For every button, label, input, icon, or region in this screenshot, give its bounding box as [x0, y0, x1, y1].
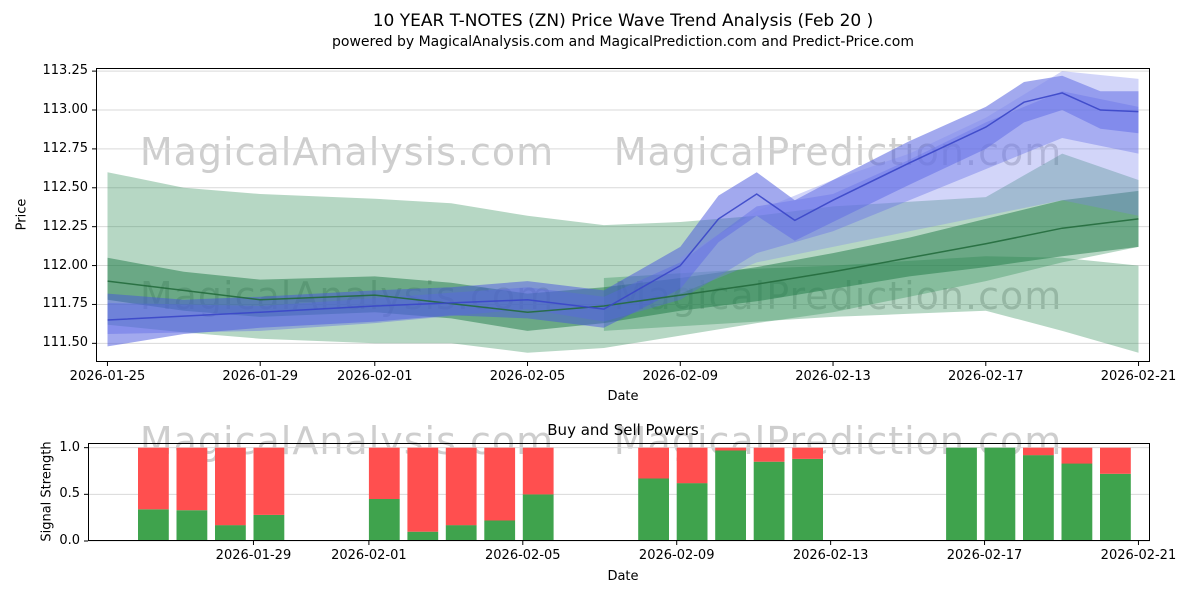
x-tick-label: 2026-01-29: [215, 548, 292, 563]
bar-sell-2026-02-04: [484, 447, 516, 521]
bar-sell-2026-02-11: [753, 447, 785, 462]
y-tick-label: 111.75: [42, 296, 89, 312]
bar-sell-2026-02-20: [1100, 447, 1131, 474]
y-tick-label: 112.25: [42, 218, 89, 234]
bar-buy-2026-02-20: [1100, 473, 1131, 541]
bar-buy-2026-02-01: [368, 499, 400, 541]
y-tick-label: 112.00: [42, 257, 89, 273]
price-y-axis-label: Price: [14, 198, 30, 231]
page-title: 10 YEAR T-NOTES (ZN) Price Wave Trend An…: [372, 11, 874, 31]
x-tick-label: 2026-02-17: [946, 548, 1023, 563]
bar-buy-2026-02-09: [676, 483, 708, 541]
trace-green-trend: [107, 218, 1139, 313]
x-tick-label: 2026-02-21: [1100, 369, 1177, 384]
y-tick-label: 112.75: [42, 140, 89, 156]
price-plot-area: [92, 68, 1150, 366]
bar-sell-2026-02-03: [445, 447, 477, 526]
bar-buy-2026-01-27: [176, 510, 208, 541]
signals-chart-title: Buy and Sell Powers: [547, 421, 699, 439]
price-x-axis-label: Date: [607, 389, 639, 404]
x-tick-label: 2026-02-05: [485, 548, 561, 563]
y-tick-label: 113.25: [42, 63, 89, 79]
bar-buy-2026-02-18: [1023, 455, 1054, 541]
bar-buy-2026-02-11: [753, 461, 785, 541]
y-tick-label: 0.0: [59, 533, 80, 548]
y-tick-label: 1.0: [59, 439, 80, 455]
band-blue-fan: [680, 71, 1139, 294]
bar-buy-2026-01-29: [253, 514, 285, 541]
bar-buy-2026-02-16: [946, 447, 977, 541]
x-tick-label: 2026-02-17: [948, 369, 1024, 384]
page-subtitle: powered by MagicalAnalysis.com and Magic…: [332, 34, 914, 50]
bar-sell-2026-01-27: [176, 447, 208, 511]
bar-sell-2026-01-26: [138, 447, 169, 510]
x-tick-label: 2026-02-09: [642, 369, 719, 384]
x-tick-label: 2026-02-05: [489, 369, 566, 384]
x-tick-label: 2026-02-13: [795, 369, 871, 384]
trace-blue-trend: [107, 92, 1139, 321]
plot-border: [88, 443, 1150, 541]
y-tick-label: 112.50: [42, 179, 89, 195]
bar-buy-2026-02-02: [407, 531, 439, 541]
bar-buy-2026-02-12: [792, 458, 823, 541]
watermark-analysis: MagicalAnalysis.com: [139, 130, 555, 174]
bar-sell-2026-02-12: [792, 447, 823, 459]
bar-sell-2026-02-10: [715, 447, 746, 451]
signals-x-axis-label: Date: [607, 569, 639, 584]
bar-sell-2026-02-05: [522, 447, 554, 495]
bar-buy-2026-02-17: [984, 447, 1016, 541]
bar-sell-2026-02-18: [1023, 447, 1054, 456]
x-tick-label: 2026-02-21: [1100, 548, 1177, 563]
x-tick-label: 2026-02-13: [792, 548, 869, 563]
watermark-analysis: MagicalAnalysis.com: [139, 419, 555, 463]
bar-sell-2026-01-28: [215, 447, 246, 526]
bar-sell-2026-02-19: [1061, 447, 1093, 464]
y-tick-label: 0.5: [59, 486, 80, 502]
bar-buy-2026-02-08: [638, 478, 669, 541]
x-tick-label: 2026-01-29: [222, 369, 298, 384]
bar-sell-2026-01-29: [253, 447, 285, 515]
signals-plot-area: [84, 443, 1150, 545]
bar-buy-2026-02-10: [715, 450, 746, 541]
signals-y-axis-label: Signal Strength: [39, 441, 55, 542]
x-tick-label: 2026-01-25: [69, 369, 146, 384]
bar-buy-2026-02-04: [484, 520, 516, 541]
bar-buy-2026-02-05: [522, 494, 554, 541]
bar-buy-2026-02-19: [1061, 463, 1093, 541]
x-tick-label: 2026-02-01: [336, 369, 413, 384]
band-blue-secondary: [107, 91, 1139, 334]
bar-buy-2026-01-26: [138, 509, 169, 541]
y-tick-label: 113.00: [42, 102, 89, 117]
bar-sell-2026-02-02: [407, 447, 439, 532]
plot-border: [96, 68, 1150, 362]
bar-sell-2026-02-08: [638, 447, 669, 479]
y-tick-label: 111.50: [42, 335, 89, 351]
bar-sell-2026-02-01: [368, 447, 400, 499]
x-tick-label: 2026-02-09: [638, 548, 715, 563]
band-blue-main: [107, 75, 1139, 347]
bar-buy-2026-01-28: [215, 525, 246, 541]
bar-buy-2026-02-03: [445, 525, 477, 541]
x-tick-label: 2026-02-01: [331, 548, 407, 563]
bar-sell-2026-02-09: [676, 447, 708, 484]
